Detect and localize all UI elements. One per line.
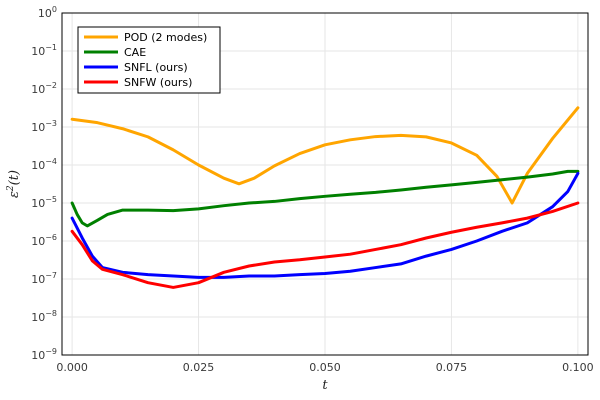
plot-frame <box>61 12 589 356</box>
y-tick-label: 10−8 <box>31 309 57 324</box>
y-tick-label: 10−1 <box>31 43 57 58</box>
y-tick-exponent: −7 <box>45 271 57 280</box>
y-tick-label: 10−6 <box>31 233 57 248</box>
y-tick-label: 100 <box>38 5 57 20</box>
y-axis-label-arg: (t) <box>7 170 22 185</box>
legend-label: SNFL (ours) <box>124 61 188 74</box>
y-tick-base: 10 <box>31 83 45 96</box>
legend: POD (2 modes) CAE SNFL (ours) SNFW (ours) <box>77 26 221 94</box>
y-tick-label: 10−3 <box>31 119 57 134</box>
y-tick-exponent: −9 <box>45 347 57 356</box>
x-tick-label: 0.075 <box>436 361 468 374</box>
y-tick-exponent: −1 <box>45 43 57 52</box>
series-line-1 <box>70 169 580 228</box>
y-tick-base: 10 <box>31 311 45 324</box>
y-tick-base: 10 <box>31 121 45 134</box>
legend-label: SNFW (ours) <box>124 76 192 89</box>
legend-label: POD (2 modes) <box>124 31 207 44</box>
x-tick-label: 0.000 <box>56 361 88 374</box>
y-tick-base: 10 <box>31 197 45 210</box>
x-tick-label: 0.025 <box>183 361 215 374</box>
y-tick-exponent: −2 <box>45 81 57 90</box>
y-tick-label: 10−2 <box>31 81 57 96</box>
y-tick-exponent: 0 <box>52 5 57 14</box>
y-tick-exponent: −4 <box>45 157 57 166</box>
y-tick-label: 10−7 <box>31 271 57 286</box>
y-tick-base: 10 <box>31 235 45 248</box>
y-tick-exponent: −5 <box>45 195 57 204</box>
series-group <box>70 106 580 289</box>
y-tick-exponent: −3 <box>45 119 57 128</box>
y-tick-base: 10 <box>31 273 45 286</box>
y-tick-label: 10−5 <box>31 195 57 210</box>
tick-labels: 0.000 0.025 0.050 0.075 0.10010−910−810−710−… <box>31 5 593 374</box>
y-tick-label: 10−9 <box>31 347 57 362</box>
y-tick-base: 10 <box>38 7 52 20</box>
y-axis-label-sup: 2 <box>6 185 16 192</box>
legend-label: CAE <box>124 46 146 59</box>
y-axis-label: ε2(t) <box>6 170 22 198</box>
y-tick-exponent: −8 <box>45 309 57 318</box>
series-line-2 <box>70 171 580 279</box>
y-tick-exponent: −6 <box>45 233 57 242</box>
series-line-0 <box>70 106 580 205</box>
x-axis-label: t <box>322 378 328 393</box>
y-tick-base: 10 <box>31 45 45 58</box>
y-axis-label-main: ε <box>7 191 22 198</box>
x-tick-label: 0.100 <box>562 361 594 374</box>
x-tick-label: 0.050 <box>309 361 341 374</box>
y-tick-base: 10 <box>31 159 45 172</box>
series-line-3 <box>70 201 580 289</box>
y-tick-base: 10 <box>31 349 45 362</box>
y-tick-label: 10−4 <box>31 157 57 172</box>
